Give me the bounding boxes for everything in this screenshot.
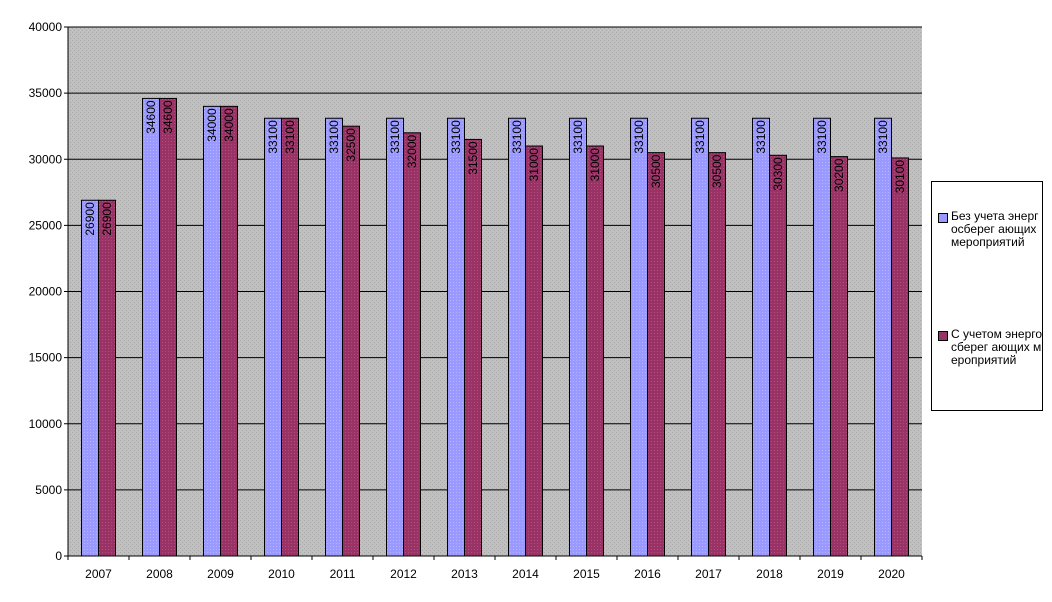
bar-series-2 xyxy=(220,105,238,557)
data-label-series-2: 30100 xyxy=(893,160,907,194)
bar-series-1 xyxy=(569,117,587,557)
data-label-series-1: 33100 xyxy=(876,120,890,154)
data-label-series-1: 33100 xyxy=(449,120,463,154)
bar-series-1 xyxy=(630,117,648,557)
bar-series-2 xyxy=(830,156,848,557)
bar-series-1 xyxy=(813,117,831,557)
x-tick-label: 2016 xyxy=(634,567,661,581)
data-label-series-1: 33100 xyxy=(632,120,646,154)
data-label-series-2: 30500 xyxy=(710,154,724,188)
data-label-series-2: 31000 xyxy=(588,148,602,182)
x-tick-label: 2010 xyxy=(268,567,295,581)
data-label-series-1: 33100 xyxy=(815,120,829,154)
x-tick-label: 2014 xyxy=(512,567,539,581)
bar-series-1 xyxy=(203,105,221,557)
y-tick-label: 30000 xyxy=(29,152,63,166)
data-label-series-1: 26900 xyxy=(83,202,97,236)
data-label-series-1: 33100 xyxy=(388,120,402,154)
y-tick-label: 10000 xyxy=(29,417,63,431)
bar-series-2 xyxy=(159,97,177,557)
bar-series-2 xyxy=(342,125,360,557)
data-label-series-1: 33100 xyxy=(571,120,585,154)
data-label-series-1: 33100 xyxy=(327,120,341,154)
bar-series-1 xyxy=(264,117,282,557)
y-tick-label: 15000 xyxy=(29,351,63,365)
tick-labels: 0 5000 10000 15000 20000 25000 30000 35000 40000… xyxy=(29,20,906,581)
bar-series-2 xyxy=(281,117,299,557)
y-tick-label: 35000 xyxy=(29,86,63,100)
data-label-series-2: 32000 xyxy=(405,134,419,168)
data-label-series-1: 33100 xyxy=(693,120,707,154)
legend-label-series-2: С учетом энергосберег ающих мероприятий xyxy=(951,327,1043,367)
data-label-series-2: 31000 xyxy=(527,148,541,182)
bar-series-1 xyxy=(325,117,343,557)
bar-series-2 xyxy=(769,154,787,557)
bar-series-2 xyxy=(586,145,604,557)
data-label-series-2: 34600 xyxy=(161,100,175,134)
axes xyxy=(64,26,923,560)
bar-series-1 xyxy=(508,117,526,557)
bar-series-1 xyxy=(447,117,465,557)
y-tick-label: 5000 xyxy=(35,483,62,497)
x-tick-label: 2007 xyxy=(85,567,112,581)
data-label-series-1: 33100 xyxy=(266,120,280,154)
y-tick-label: 0 xyxy=(55,549,62,563)
x-tick-label: 2015 xyxy=(573,567,600,581)
data-label-series-2: 32500 xyxy=(344,128,358,162)
data-label-series-2: 30500 xyxy=(649,154,663,188)
legend: Без учета энергосберег ающих мероприятий… xyxy=(931,181,1043,411)
x-tick-label: 2009 xyxy=(207,567,234,581)
x-tick-label: 2020 xyxy=(878,567,905,581)
bar-series-1 xyxy=(386,117,404,557)
y-tick-label: 20000 xyxy=(29,285,63,299)
bar-series-2 xyxy=(403,132,421,557)
x-tick-label: 2012 xyxy=(390,567,417,581)
x-tick-label: 2013 xyxy=(451,567,478,581)
x-tick-label: 2019 xyxy=(817,567,844,581)
bar-series-1 xyxy=(874,117,892,557)
x-tick-label: 2008 xyxy=(146,567,173,581)
bar-series-2 xyxy=(464,138,482,557)
data-label-series-1: 33100 xyxy=(754,120,768,154)
data-label-series-2: 30200 xyxy=(832,158,846,192)
bar-series-2 xyxy=(891,157,909,557)
bar-series-1 xyxy=(81,199,99,557)
bar-series-2 xyxy=(708,152,726,557)
legend-swatch-series-1 xyxy=(938,213,948,223)
data-label-series-1: 34600 xyxy=(144,100,158,134)
x-tick-label: 2018 xyxy=(756,567,783,581)
legend-swatch-series-2 xyxy=(938,331,948,341)
y-tick-label: 25000 xyxy=(29,218,63,232)
bar-series-1 xyxy=(691,117,709,557)
x-tick-label: 2011 xyxy=(330,567,356,581)
legend-label-series-1: Без учета энергосберег ающих мероприятий xyxy=(951,209,1039,249)
x-tick-label: 2017 xyxy=(695,567,722,581)
bar-series-2 xyxy=(647,152,665,557)
bar-series-1 xyxy=(752,117,770,557)
data-label-series-2: 33100 xyxy=(283,120,297,154)
data-label-series-1: 34000 xyxy=(205,108,219,142)
data-label-series-2: 31500 xyxy=(466,141,480,175)
bar-series-2 xyxy=(98,199,116,557)
data-label-series-2: 26900 xyxy=(100,202,114,236)
data-label-series-2: 34000 xyxy=(222,108,236,142)
data-label-series-1: 33100 xyxy=(510,120,524,154)
bar-series-2 xyxy=(525,145,543,557)
data-label-series-2: 30300 xyxy=(771,157,785,191)
bar-series-1 xyxy=(142,97,160,557)
y-tick-label: 40000 xyxy=(29,20,63,34)
